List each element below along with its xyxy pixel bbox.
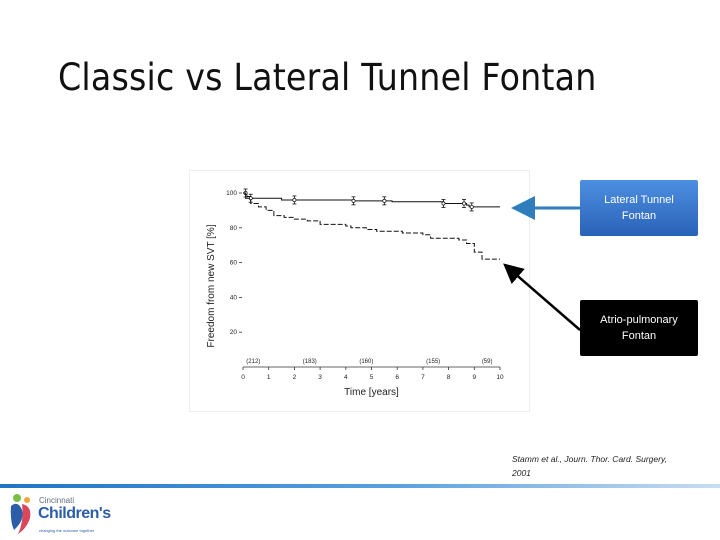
censor-point: [462, 201, 466, 206]
logo-tagline: changing the outcome together: [39, 528, 95, 533]
cincinnati-childrens-logo: Cincinnati Children's changing the outco…: [8, 492, 128, 538]
lateral-label-line-2: Fontan: [621, 210, 657, 222]
censor-point: [441, 201, 446, 206]
censor-point: [469, 204, 474, 209]
x-tick-label: 5: [370, 374, 374, 381]
km-chart-svg: 0 1 2 3 4 5 6 7 8 9 10 20 40 60 80 100 Time [years] Freed…: [206, 188, 504, 398]
x-tick-label: 2: [293, 374, 297, 381]
lateral-label-line-1: Lateral Tunnel: [604, 194, 674, 206]
x-tick-label: 4: [344, 374, 348, 381]
y-axis-label: Freedom from new SVT [%]: [206, 224, 217, 347]
x-tick-label: 8: [447, 374, 451, 381]
x-tick-label: 1: [267, 374, 271, 381]
slide-title: Classic vs Lateral Tunnel Fontan: [58, 56, 597, 99]
logo-main-text: Children's: [38, 505, 111, 522]
series-lateral-tunnel-line: [243, 192, 500, 208]
y-tick-label: 40: [230, 294, 238, 301]
logo-top-text: Cincinnati: [39, 496, 75, 505]
censor-point: [351, 198, 356, 203]
x-axis-label: Time [years]: [344, 387, 399, 398]
at-risk-label: (59): [482, 359, 493, 365]
y-tick-label: 80: [230, 225, 238, 232]
at-risk-label: (212): [246, 359, 260, 365]
x-tick-label: 10: [496, 374, 504, 381]
x-tick-label: 7: [421, 374, 425, 381]
x-tick-label: 9: [472, 374, 476, 381]
km-chart: 0 1 2 3 4 5 6 7 8 9 10 20 40 60 80 100 Time [years] Freed…: [190, 171, 529, 411]
y-tick-label: 100: [226, 190, 237, 197]
x-tick-label: 6: [395, 374, 399, 381]
citation: Stamm et al., Journ. Thor. Card. Surgery…: [512, 452, 702, 480]
y-tick-label: 60: [230, 260, 238, 267]
at-risk-label: (183): [303, 359, 317, 365]
atrio-pulmonary-label: Atrio-pulmonary Fontan: [580, 300, 698, 356]
footer-bar: [0, 484, 720, 488]
at-risk-label: (155): [426, 359, 440, 365]
lateral-tunnel-label: Lateral Tunnel Fontan: [580, 180, 698, 236]
y-tick-label: 20: [230, 329, 238, 336]
censor-point: [382, 198, 387, 203]
citation-line-1: Stamm et al., Journ. Thor. Card. Surgery…: [512, 454, 667, 464]
logo-figure-icon: [10, 494, 31, 534]
x-tick-label: 0: [241, 374, 245, 381]
at-risk-label: (160): [359, 359, 373, 365]
atrio-label-line-1: Atrio-pulmonary: [600, 314, 678, 326]
citation-line-2: 2001: [512, 468, 531, 478]
series-atrio-pulmonary-line: [243, 192, 500, 260]
x-tick-label: 3: [318, 374, 322, 381]
censor-point: [292, 198, 297, 202]
atrio-label-line-2: Fontan: [621, 330, 657, 342]
